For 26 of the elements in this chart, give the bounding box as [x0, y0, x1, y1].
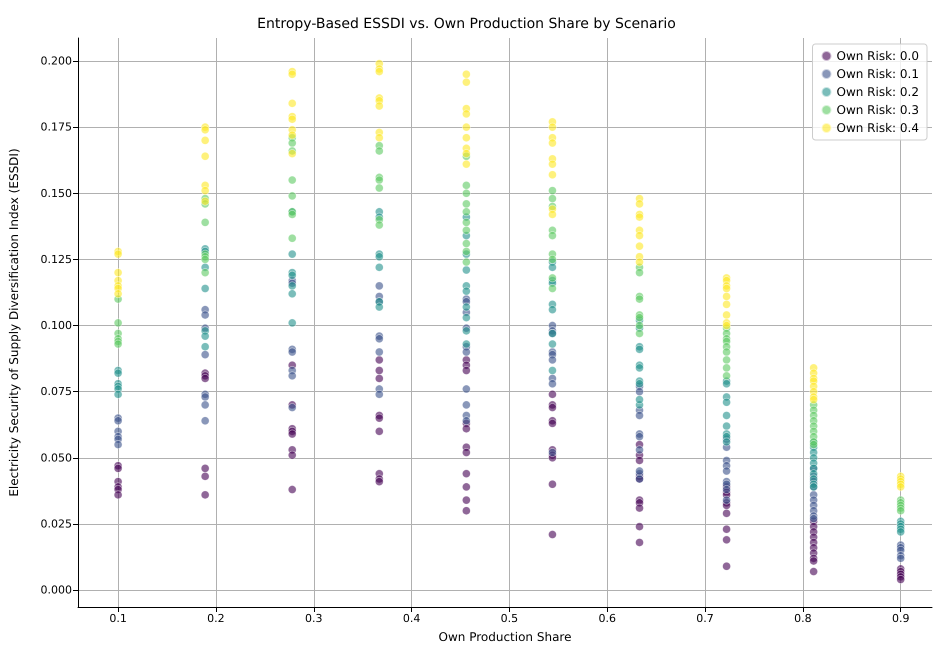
y-axis-title: Electricity Security of Supply Diversification Index (ESSDI) [7, 148, 21, 497]
x-tick-label: 0.1 [109, 612, 127, 625]
y-tick-label: 0.025 [40, 517, 72, 530]
x-tick-label: 0.4 [402, 612, 420, 625]
legend-label: Own Risk: 0.4 [836, 121, 920, 135]
x-tick-label: 0.5 [500, 612, 518, 625]
y-tick-label: 0.050 [40, 451, 72, 464]
legend-label: Own Risk: 0.0 [836, 49, 920, 63]
y-tick-label: 0.100 [40, 319, 72, 332]
x-axis-title: Own Production Share [438, 630, 572, 644]
y-tick-label: 0.175 [40, 120, 72, 134]
y-tick-label: 0.200 [40, 54, 72, 68]
y-tick-label: 0.125 [40, 252, 72, 266]
x-tick-label: 0.6 [598, 612, 616, 625]
x-tick-label: 0.9 [892, 612, 910, 625]
legend-label: Own Risk: 0.2 [836, 85, 920, 99]
legend-label: Own Risk: 0.1 [836, 67, 920, 81]
x-tick-label: 0.3 [305, 612, 323, 625]
legend-label: Own Risk: 0.3 [836, 103, 920, 117]
y-tick-label: 0.150 [40, 186, 72, 200]
y-tick-label: 0.075 [40, 385, 72, 398]
x-tick-label: 0.7 [696, 612, 714, 625]
chart-title: Entropy-Based ESSDI vs. Own Production Share by Scenario [257, 16, 676, 32]
y-tick-label: 0.000 [40, 584, 72, 597]
x-tick-label: 0.2 [207, 612, 225, 625]
x-tick-label: 0.8 [794, 612, 812, 625]
